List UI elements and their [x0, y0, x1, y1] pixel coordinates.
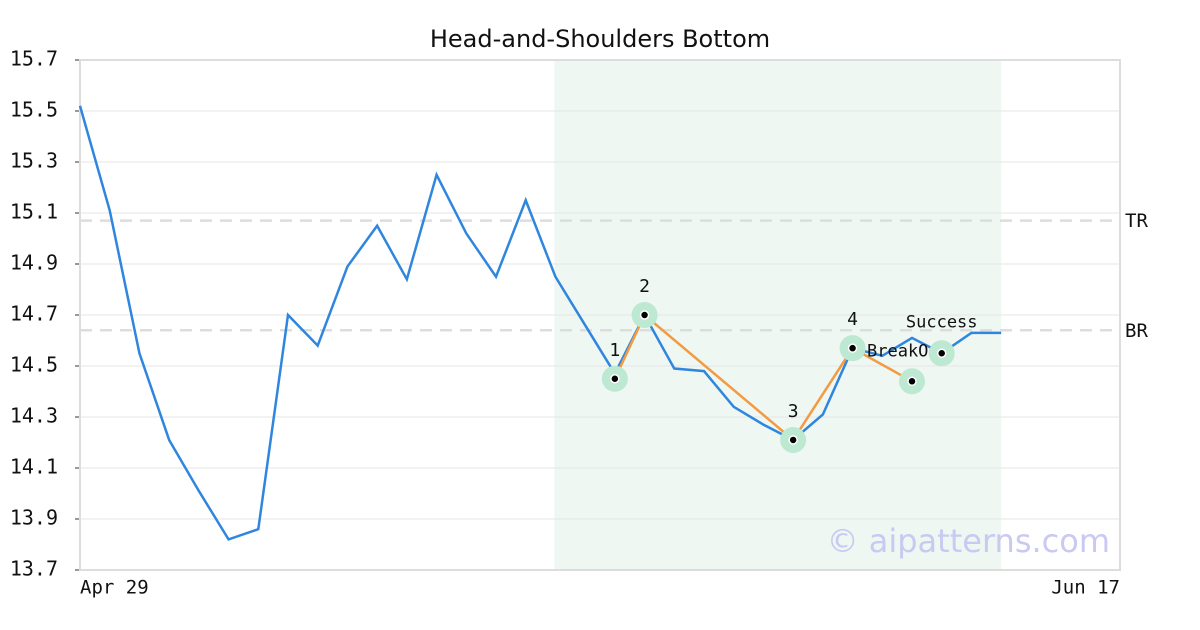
y-tick-label: 14.3: [10, 404, 58, 428]
y-tick-label: 14.5: [10, 353, 58, 377]
x-tick-label: Apr 29: [80, 577, 149, 599]
level-label: TR: [1125, 210, 1148, 232]
watermark: © aipatterns.com: [827, 522, 1110, 560]
y-tick-label: 15.3: [10, 149, 58, 173]
pattern-point: [639, 310, 650, 320]
pattern-label: 3: [788, 401, 799, 422]
y-tick-label: 15.5: [10, 98, 58, 122]
y-tick-label: 13.7: [10, 557, 58, 581]
pattern-point: [936, 348, 947, 358]
y-tick-label: 14.9: [10, 251, 58, 275]
pattern-point: [788, 435, 798, 445]
x-tick-label: Jun 17: [1051, 577, 1120, 599]
y-tick-label: 13.9: [10, 506, 58, 530]
plot-frame: [79, 59, 1121, 571]
pattern-label: 2: [639, 276, 650, 297]
chart-title: Head-and-Shoulders Bottom: [430, 25, 770, 53]
pattern-point: [847, 343, 858, 353]
pattern-label: 1: [609, 340, 620, 361]
pattern-label: BreakOut: [867, 341, 949, 361]
y-tick-label: 15.1: [10, 200, 58, 224]
y-tick-label: 14.1: [10, 455, 58, 479]
pattern-label: Success: [906, 312, 978, 332]
pattern-label: 4: [847, 309, 858, 330]
pattern-point: [610, 374, 620, 384]
pattern-point: [907, 376, 917, 387]
level-label: BR: [1125, 320, 1148, 342]
y-tick-label: 15.7: [10, 47, 58, 71]
y-tick-label: 14.7: [10, 302, 58, 326]
